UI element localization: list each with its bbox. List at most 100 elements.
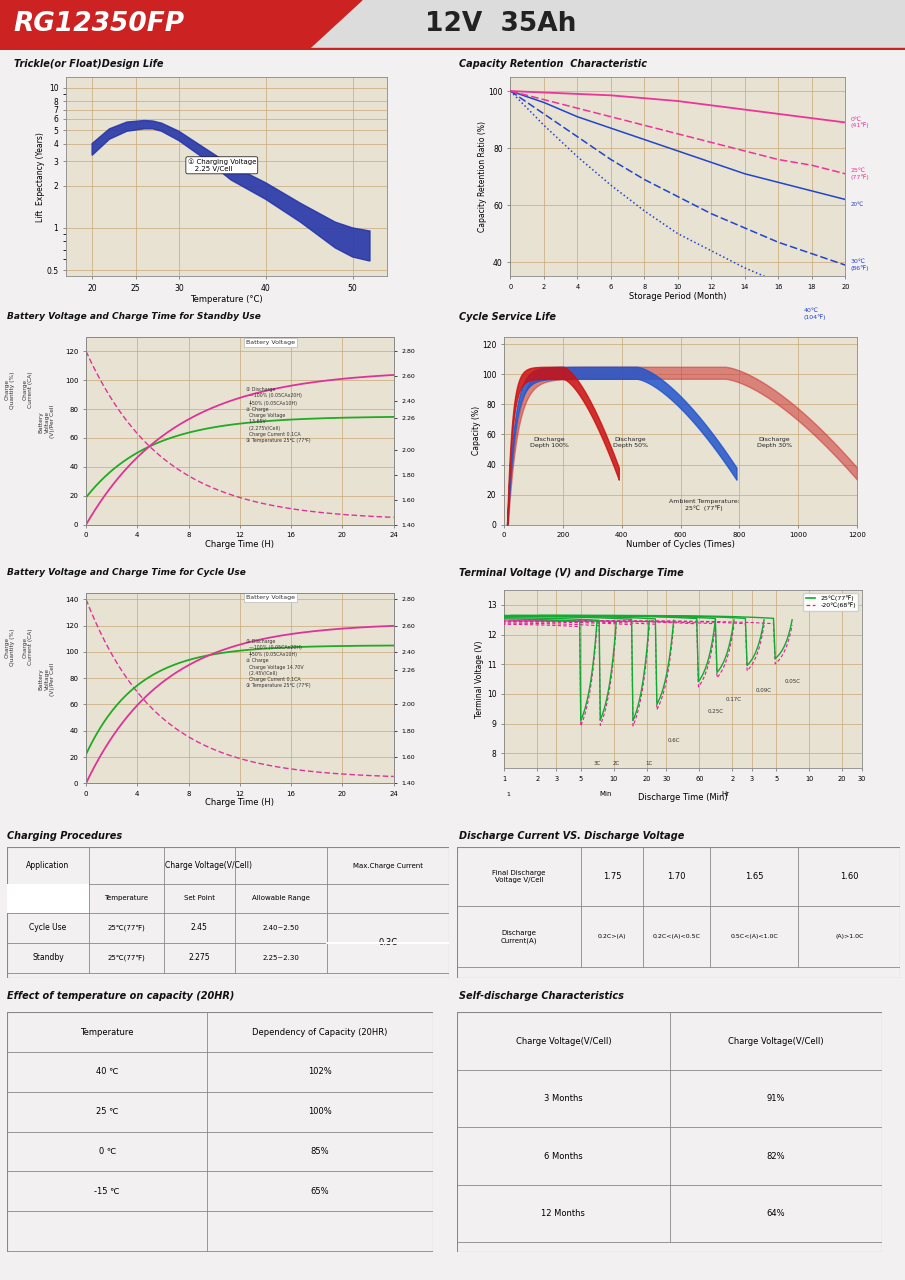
X-axis label: Discharge Time (Min): Discharge Time (Min)	[638, 792, 728, 801]
Text: 82%: 82%	[767, 1152, 786, 1161]
Text: Temperature: Temperature	[81, 1028, 134, 1037]
Text: 20℃: 20℃	[851, 202, 863, 207]
Text: Charge Voltage(V/Cell): Charge Voltage(V/Cell)	[165, 861, 252, 870]
Text: Dependency of Capacity (20HR): Dependency of Capacity (20HR)	[252, 1028, 387, 1037]
Text: Hr: Hr	[721, 791, 729, 797]
Text: 0.5C<(A)<1.0C: 0.5C<(A)<1.0C	[730, 934, 778, 940]
Bar	[0, 49, 905, 58]
Text: 40℃
(104℉): 40℃ (104℉)	[804, 308, 826, 320]
Y-axis label: Lift  Expectancy (Years): Lift Expectancy (Years)	[36, 132, 45, 221]
Text: ① Discharge
  —100% (0.05CAx20H)
  ╄50% (0.05CAx10H)
② Charge
  Charge Voltage 1: ① Discharge —100% (0.05CAx20H) ╄50% (0.0…	[246, 639, 310, 689]
Polygon shape	[0, 0, 362, 50]
Y-axis label: Terminal Voltage (V): Terminal Voltage (V)	[475, 640, 484, 718]
Text: 0.25C: 0.25C	[708, 709, 723, 714]
Text: Charge
Quantity (%): Charge Quantity (%)	[5, 628, 15, 666]
Text: 25℃(77℉): 25℃(77℉)	[108, 924, 146, 931]
Text: Max.Charge Current: Max.Charge Current	[353, 863, 424, 869]
Text: 25℃
(77℉): 25℃ (77℉)	[851, 168, 869, 179]
Text: 25℃(77℉): 25℃(77℉)	[108, 955, 146, 961]
Text: 0 ℃: 0 ℃	[99, 1147, 116, 1156]
Text: 0.09C: 0.09C	[756, 687, 772, 692]
Text: 40 ℃: 40 ℃	[96, 1068, 119, 1076]
Text: 12 Months: 12 Months	[541, 1210, 586, 1219]
X-axis label: Number of Cycles (Times): Number of Cycles (Times)	[626, 540, 735, 549]
Text: 0.2C>(A): 0.2C>(A)	[598, 934, 626, 940]
Text: RG12350FP: RG12350FP	[14, 12, 185, 37]
Text: 1.70: 1.70	[667, 872, 686, 881]
Text: 85%: 85%	[310, 1147, 329, 1156]
Text: Charge
Quantity (%): Charge Quantity (%)	[5, 371, 15, 408]
Text: 64%: 64%	[767, 1210, 786, 1219]
Text: 2.25~2.30: 2.25~2.30	[262, 955, 300, 961]
Text: Battery
Voltage
(V)/Per Cell: Battery Voltage (V)/Per Cell	[39, 663, 55, 695]
Text: Battery Voltage: Battery Voltage	[246, 340, 295, 344]
Text: Charge
Current (CA): Charge Current (CA)	[23, 628, 33, 666]
Text: Discharge
Depth 30%: Discharge Depth 30%	[757, 436, 792, 448]
Text: 1.65: 1.65	[745, 872, 764, 881]
Text: 2.40~2.50: 2.40~2.50	[262, 924, 300, 931]
Text: Final Discharge
Voltage V/Cell: Final Discharge Voltage V/Cell	[492, 870, 546, 883]
Text: 0.17C: 0.17C	[726, 696, 742, 701]
Text: 3 Months: 3 Months	[544, 1094, 583, 1103]
Text: ① Discharge
  —100% (0.05CAx20H)
  ╄50% (0.05CAx10H)
② Charge
  Charge Voltage
 : ① Discharge —100% (0.05CAx20H) ╄50% (0.0…	[246, 388, 310, 443]
Legend: 25℃(77℉), -20℃(68℉): 25℃(77℉), -20℃(68℉)	[804, 593, 859, 611]
Text: 25 ℃: 25 ℃	[96, 1107, 119, 1116]
Text: 100%: 100%	[308, 1107, 332, 1116]
Bar	[308, 0, 905, 50]
Polygon shape	[92, 120, 370, 261]
Text: 1.75: 1.75	[603, 872, 622, 881]
X-axis label: Charge Time (H): Charge Time (H)	[205, 540, 274, 549]
Text: 12V  35Ah: 12V 35Ah	[425, 12, 576, 37]
Text: 0.05C: 0.05C	[784, 678, 800, 684]
Text: Effect of temperature on capacity (20HR): Effect of temperature on capacity (20HR)	[7, 991, 234, 1001]
Text: Terminal Voltage (V) and Discharge Time: Terminal Voltage (V) and Discharge Time	[459, 568, 683, 579]
Text: ① Charging Voltage
   2.25 V/Cell: ① Charging Voltage 2.25 V/Cell	[187, 159, 256, 172]
Text: 91%: 91%	[767, 1094, 786, 1103]
Text: Charge Voltage(V/Cell): Charge Voltage(V/Cell)	[516, 1037, 611, 1046]
Text: 6 Months: 6 Months	[544, 1152, 583, 1161]
Text: Discharge
Current(A): Discharge Current(A)	[500, 931, 538, 943]
Text: 1C: 1C	[645, 760, 653, 765]
Text: 65%: 65%	[310, 1187, 329, 1196]
Text: Trickle(or Float)Design Life: Trickle(or Float)Design Life	[14, 59, 163, 69]
Text: Discharge
Depth 50%: Discharge Depth 50%	[613, 436, 648, 448]
Text: Charging Procedures: Charging Procedures	[7, 831, 122, 841]
Text: Standby: Standby	[33, 954, 64, 963]
Text: Battery Voltage and Charge Time for Cycle Use: Battery Voltage and Charge Time for Cycl…	[7, 568, 246, 577]
Text: (A)>1.0C: (A)>1.0C	[835, 934, 863, 940]
Text: Ambient Temperature:
25℃  (77℉): Ambient Temperature: 25℃ (77℉)	[669, 499, 739, 511]
X-axis label: Storage Period (Month): Storage Period (Month)	[629, 292, 727, 301]
Text: Capacity Retention  Characteristic: Capacity Retention Characteristic	[459, 59, 647, 69]
Text: Battery
Voltage
(V)/Per Cell: Battery Voltage (V)/Per Cell	[39, 406, 55, 438]
Text: Discharge
Depth 100%: Discharge Depth 100%	[530, 436, 569, 448]
Text: Self-discharge Characteristics: Self-discharge Characteristics	[459, 991, 624, 1001]
Text: Cycle Service Life: Cycle Service Life	[459, 312, 556, 323]
Text: 30℃
(86℉): 30℃ (86℉)	[851, 260, 869, 271]
Text: -15 ℃: -15 ℃	[94, 1187, 120, 1196]
Text: Discharge Current VS. Discharge Voltage: Discharge Current VS. Discharge Voltage	[459, 831, 684, 841]
X-axis label: Temperature (°C): Temperature (°C)	[190, 294, 263, 303]
Y-axis label: Capacity Retention Ratio (%): Capacity Retention Ratio (%)	[478, 122, 487, 232]
X-axis label: Charge Time (H): Charge Time (H)	[205, 799, 274, 808]
Text: Cycle Use: Cycle Use	[30, 923, 67, 932]
Text: Charge
Current (CA): Charge Current (CA)	[23, 371, 33, 408]
Text: 2C: 2C	[613, 760, 620, 765]
Text: Allowable Range: Allowable Range	[252, 895, 310, 901]
Text: 2.45: 2.45	[191, 923, 208, 932]
Text: Charge Voltage(V/Cell): Charge Voltage(V/Cell)	[729, 1037, 824, 1046]
Text: Min: Min	[600, 791, 612, 797]
Bar	[7, 884, 89, 913]
Text: 102%: 102%	[308, 1068, 332, 1076]
Text: 0℃
(41℉): 0℃ (41℉)	[851, 116, 869, 128]
Text: Set Point: Set Point	[184, 895, 214, 901]
Text: Temperature: Temperature	[104, 895, 148, 901]
Text: Battery Voltage: Battery Voltage	[246, 595, 295, 600]
Text: 0.2C<(A)<0.5C: 0.2C<(A)<0.5C	[653, 934, 700, 940]
Text: 0.6C: 0.6C	[667, 739, 680, 744]
Text: 1: 1	[507, 792, 510, 797]
Text: Application: Application	[26, 861, 70, 870]
Y-axis label: Capacity (%): Capacity (%)	[472, 406, 481, 456]
Text: 2.275: 2.275	[188, 954, 210, 963]
Text: 0.3C: 0.3C	[378, 938, 397, 947]
Text: 1.60: 1.60	[840, 872, 859, 881]
